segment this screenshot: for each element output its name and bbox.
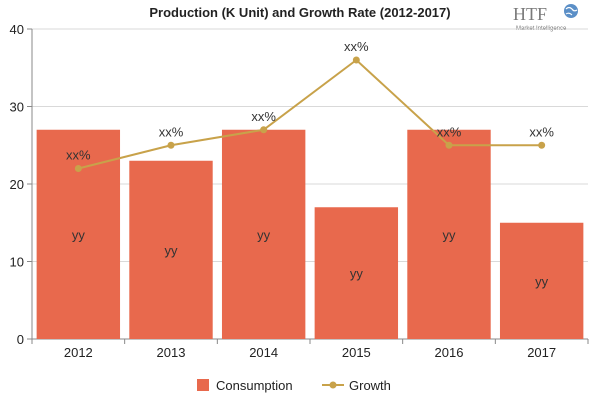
growth-point-2017	[538, 141, 546, 149]
line-labels: xx% xx% xx% xx% xx% xx%	[66, 39, 554, 163]
growth-point-2016	[445, 141, 453, 149]
growth-line	[78, 58, 542, 170]
x-tick-label-2012: 2012	[64, 345, 93, 360]
logo: HTF Market Intelligence	[513, 4, 578, 32]
x-tick-label-2015: 2015	[342, 345, 371, 360]
bar-2014	[221, 129, 306, 339]
bar-2016	[407, 129, 491, 339]
bar-series	[36, 129, 584, 339]
legend-growth-label: Growth	[349, 378, 391, 393]
x-tick-label-2014: 2014	[249, 345, 278, 360]
y-axis-ticks: 0 10 20 30 40	[10, 22, 24, 347]
bar-label-2013: yy	[165, 243, 179, 258]
growth-label-2015: xx%	[344, 39, 369, 54]
axes	[27, 28, 589, 344]
bar-label-2015: yy	[350, 266, 364, 281]
legend-consumption-swatch	[197, 379, 209, 391]
y-tick-label-30: 30	[10, 100, 24, 115]
legend-growth-marker	[329, 381, 337, 389]
bar-2015	[314, 207, 399, 339]
x-tick-label-2017: 2017	[527, 345, 556, 360]
grid-lines	[32, 28, 588, 262]
bar-2012	[36, 129, 121, 339]
x-tick-label-2013: 2013	[157, 345, 186, 360]
legend: Consumption Growth	[197, 378, 391, 393]
y-tick-label-10: 10	[10, 255, 24, 270]
y-tick-label-20: 20	[10, 177, 24, 192]
legend-consumption-label: Consumption	[216, 378, 293, 393]
globe-icon	[564, 4, 578, 18]
chart-title: Production (K Unit) and Growth Rate (201…	[149, 5, 450, 20]
logo-brand: HTF	[513, 4, 547, 24]
growth-label-2014: xx%	[251, 109, 276, 124]
bar-labels: yy yy yy yy yy yy	[72, 227, 549, 289]
growth-point-2015	[352, 56, 360, 64]
x-axis-ticks: 2012 2013 2014 2015 2016 2017	[64, 345, 556, 360]
bar-label-2016: yy	[443, 227, 457, 242]
line-series	[74, 56, 546, 172]
bar-2013	[129, 160, 213, 339]
growth-label-2012: xx%	[66, 148, 91, 163]
bar-label-2012: yy	[72, 227, 86, 242]
x-tick-label-2016: 2016	[435, 345, 464, 360]
growth-point-2013	[167, 141, 175, 149]
y-tick-label-40: 40	[10, 22, 24, 37]
growth-label-2017: xx%	[529, 124, 554, 139]
y-tick-label-0: 0	[17, 332, 24, 347]
growth-point-2014	[260, 126, 268, 134]
bar-2017	[499, 222, 584, 339]
bar-label-2014: yy	[257, 227, 271, 242]
growth-point-2012	[74, 165, 82, 172]
growth-label-2016: xx%	[437, 124, 462, 139]
bar-label-2017: yy	[535, 274, 549, 289]
growth-label-2013: xx%	[159, 124, 184, 139]
